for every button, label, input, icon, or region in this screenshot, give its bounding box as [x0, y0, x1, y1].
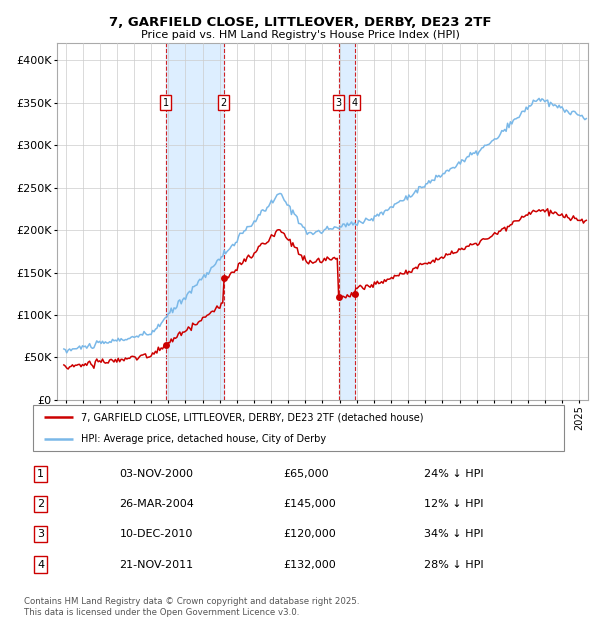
Text: 12% ↓ HPI: 12% ↓ HPI	[424, 499, 484, 509]
Text: 1: 1	[37, 469, 44, 479]
Text: £65,000: £65,000	[283, 469, 329, 479]
Text: Price paid vs. HM Land Registry's House Price Index (HPI): Price paid vs. HM Land Registry's House …	[140, 30, 460, 40]
Text: 4: 4	[352, 98, 358, 108]
Text: 3: 3	[37, 529, 44, 539]
Text: 26-MAR-2004: 26-MAR-2004	[119, 499, 194, 509]
FancyBboxPatch shape	[33, 405, 564, 451]
Text: 7, GARFIELD CLOSE, LITTLEOVER, DERBY, DE23 2TF: 7, GARFIELD CLOSE, LITTLEOVER, DERBY, DE…	[109, 16, 491, 29]
Text: £120,000: £120,000	[283, 529, 336, 539]
Text: 34% ↓ HPI: 34% ↓ HPI	[424, 529, 484, 539]
Text: 28% ↓ HPI: 28% ↓ HPI	[424, 560, 484, 570]
Text: £145,000: £145,000	[283, 499, 336, 509]
Text: 10-DEC-2010: 10-DEC-2010	[119, 529, 193, 539]
Text: 1: 1	[163, 98, 169, 108]
Text: £132,000: £132,000	[283, 560, 336, 570]
Text: Contains HM Land Registry data © Crown copyright and database right 2025.
This d: Contains HM Land Registry data © Crown c…	[24, 598, 359, 617]
Text: 24% ↓ HPI: 24% ↓ HPI	[424, 469, 484, 479]
Text: HPI: Average price, detached house, City of Derby: HPI: Average price, detached house, City…	[81, 434, 326, 444]
Text: 21-NOV-2011: 21-NOV-2011	[119, 560, 194, 570]
Text: 03-NOV-2000: 03-NOV-2000	[119, 469, 194, 479]
Bar	[338, 43, 355, 400]
Text: 4: 4	[37, 560, 44, 570]
Text: 2: 2	[37, 499, 44, 509]
Bar	[166, 43, 224, 400]
Text: 7, GARFIELD CLOSE, LITTLEOVER, DERBY, DE23 2TF (detached house): 7, GARFIELD CLOSE, LITTLEOVER, DERBY, DE…	[81, 412, 423, 422]
Text: 2: 2	[221, 98, 227, 108]
Text: 3: 3	[335, 98, 341, 108]
